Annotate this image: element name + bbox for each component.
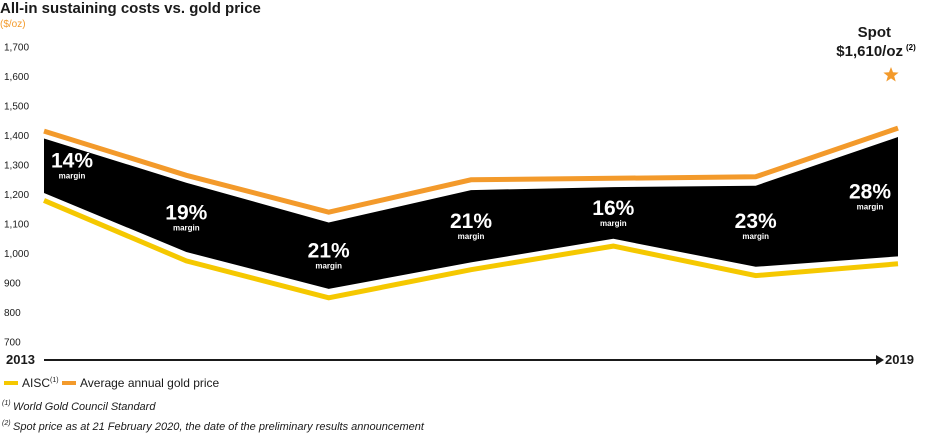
margin-label: margin — [458, 232, 485, 241]
series-lines — [43, 125, 899, 301]
footnote-1-text: World Gold Council Standard — [13, 401, 156, 413]
footnote-2-text: Spot price as at 21 February 2020, the d… — [13, 421, 425, 433]
y-tick-label: 1,700 — [4, 43, 29, 54]
margin-percent: 28% — [849, 181, 891, 204]
star-icon — [883, 67, 899, 82]
unit-label: ($/oz) — [0, 19, 26, 30]
legend-label-aisc: AISC — [22, 376, 50, 390]
y-axis-ticks: 1,700 1,600 1,500 1,400 1,300 1,200 1,100 1,000… — [4, 43, 29, 349]
margin-label: margin — [315, 262, 342, 271]
margin-band-group — [44, 137, 898, 289]
spot-label: Spot — [858, 24, 891, 41]
y-tick-label: 1,000 — [4, 249, 29, 260]
margin-label: margin — [59, 172, 86, 181]
margin-label: margin — [857, 203, 884, 212]
series-line-gold-price — [43, 125, 899, 215]
y-tick-label: 1,300 — [4, 161, 29, 172]
y-tick-label: 1,200 — [4, 190, 29, 201]
margin-percent: 14% — [51, 150, 93, 173]
margin-label: margin — [742, 232, 769, 241]
margin-percent: 21% — [308, 240, 350, 263]
x-axis-arrowhead — [876, 355, 884, 365]
margin-percent: 21% — [450, 210, 492, 233]
margin-percent: 19% — [165, 201, 207, 224]
margin-percent: 23% — [735, 210, 777, 233]
footnote-1-superscript: (1) — [2, 400, 11, 407]
y-tick-label: 800 — [4, 308, 21, 319]
x-end-label: 2019 — [885, 352, 914, 367]
x-start-label: 2013 — [6, 352, 35, 367]
y-tick-label: 900 — [4, 279, 21, 290]
y-tick-label: 1,400 — [4, 131, 29, 142]
margin-band — [44, 137, 898, 289]
series-line-aisc — [43, 198, 899, 301]
legend-label-gold-price: Average annual gold price — [80, 376, 220, 390]
footnote-2-superscript: (2) — [2, 420, 11, 427]
y-tick-label: 700 — [4, 338, 21, 349]
margin-percent: 16% — [592, 197, 634, 220]
spot-superscript: (2) — [906, 43, 916, 52]
margin-label: margin — [173, 223, 200, 232]
legend-superscript-aisc: (1) — [50, 377, 59, 384]
legend-swatch-gold-price — [62, 381, 76, 385]
legend-swatch-aisc — [4, 381, 18, 385]
y-tick-label: 1,500 — [4, 102, 29, 113]
spot-value: $1,610/oz — [836, 43, 903, 60]
chart-title: All-in sustaining costs vs. gold price — [0, 0, 261, 17]
margin-labels: 14%margin19%margin21%margin21%margin16%m… — [51, 150, 891, 271]
margin-label: margin — [600, 219, 627, 228]
y-tick-label: 1,600 — [4, 72, 29, 83]
y-tick-label: 1,100 — [4, 220, 29, 231]
